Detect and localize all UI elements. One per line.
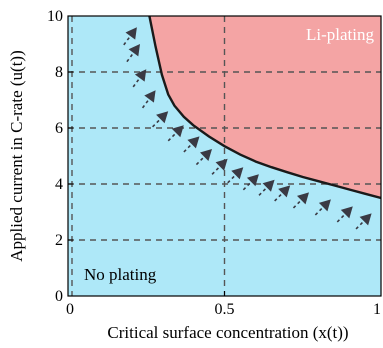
li-plating-label: Li-plating bbox=[306, 25, 374, 44]
no-plating-label: No plating bbox=[84, 265, 157, 284]
x-tick-label: 0.5 bbox=[215, 301, 235, 318]
y-axis-label: Applied current in C-rate (u(t)) bbox=[7, 50, 26, 261]
trajectory-arrow bbox=[227, 167, 244, 184]
trajectory-arrow bbox=[242, 174, 259, 191]
trajectory-arrow bbox=[132, 69, 147, 88]
x-tick-label: 1 bbox=[373, 301, 381, 318]
trajectory-arrow bbox=[183, 136, 200, 153]
trajectory-arrow bbox=[336, 206, 353, 223]
x-axis-label: Critical surface concentration (x(t)) bbox=[107, 323, 348, 342]
trajectory-arrow bbox=[355, 213, 372, 230]
trajectory-arrow bbox=[141, 90, 156, 109]
trajectory-arrow bbox=[167, 125, 184, 142]
trajectory-arrow bbox=[152, 111, 169, 128]
y-tick-label: 2 bbox=[55, 232, 63, 249]
trajectory-arrow bbox=[258, 179, 275, 196]
trajectory-arrow bbox=[123, 27, 137, 46]
trajectory-arrow bbox=[126, 44, 140, 63]
boundary-curve bbox=[148, 16, 381, 200]
trajectory-arrow bbox=[274, 185, 291, 202]
y-tick-label: 6 bbox=[55, 120, 63, 137]
trajectory-arrow bbox=[211, 158, 228, 175]
trajectory-arrow bbox=[314, 199, 331, 216]
trajectory-arrow bbox=[195, 149, 212, 166]
y-tick-label: 0 bbox=[55, 288, 63, 305]
y-tick-label: 8 bbox=[55, 64, 63, 81]
y-tick-label: 4 bbox=[55, 176, 63, 193]
grid-lines bbox=[68, 16, 381, 296]
x-tick-label: 0 bbox=[66, 301, 74, 318]
li-plating-region bbox=[149, 16, 381, 198]
y-tick-label: 10 bbox=[47, 8, 63, 25]
trajectory-arrows bbox=[123, 27, 372, 230]
trajectory-arrow bbox=[292, 192, 309, 209]
plot-area bbox=[67, 15, 382, 297]
